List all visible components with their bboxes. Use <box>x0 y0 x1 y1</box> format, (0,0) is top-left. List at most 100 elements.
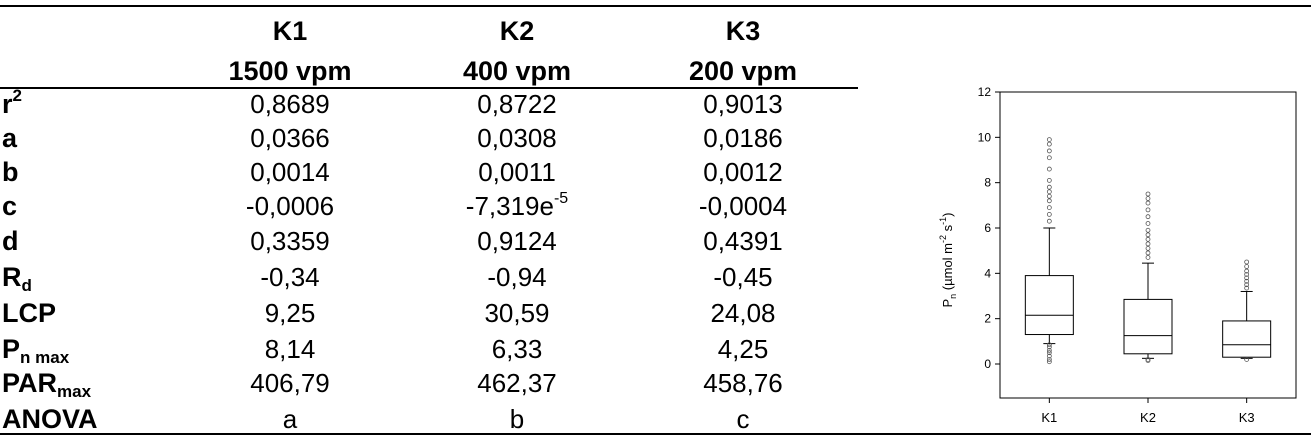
outlier-point <box>1046 198 1052 204</box>
box <box>1024 275 1074 336</box>
row-label-anova: ANOVA <box>2 404 98 434</box>
outlier-point <box>1046 357 1052 362</box>
y-tick-label: 8 <box>984 176 991 190</box>
plot-border <box>999 91 1297 399</box>
outlier-point <box>1145 255 1151 260</box>
table-cell: 0,9124 <box>477 226 557 256</box>
outlier-point <box>1046 347 1052 353</box>
table-cell: 0,0012 <box>703 157 783 187</box>
row-label-pnmax: Pn max <box>2 334 70 367</box>
boxplot-chart: 0 2 4 6 8 10 12 K1 K2 K3 Pn (µmol m-2 s-1) <box>938 85 1297 425</box>
outlier-point <box>1046 137 1052 142</box>
col-subheader-k1: 1500 vpm <box>228 56 352 86</box>
outlier-point <box>1145 214 1151 220</box>
header-rule <box>0 87 858 89</box>
outlier-point <box>1145 250 1151 256</box>
outlier-point <box>1145 196 1151 201</box>
bottom-rule <box>0 433 1311 435</box>
outlier-point <box>1145 207 1151 213</box>
outlier-point <box>1145 245 1151 251</box>
outlier-point <box>1046 141 1052 147</box>
row-label-d: d <box>2 226 19 256</box>
outlier-point <box>1046 166 1052 172</box>
outlier-point <box>1046 218 1052 224</box>
y-axis: 0 2 4 6 8 10 12 <box>978 85 1000 371</box>
x-tick-label: K3 <box>1239 410 1255 425</box>
table-cell: -0,34 <box>260 262 320 292</box>
outlier-point <box>1046 342 1052 348</box>
y-axis-label: Pn (µmol m-2 s-1) <box>938 212 958 307</box>
table-cell: 0,0186 <box>703 123 783 153</box>
outlier-point <box>1046 184 1052 190</box>
outlier-point <box>1046 344 1052 350</box>
table-cell: 0,8722 <box>477 89 557 119</box>
outlier-point <box>1145 232 1151 238</box>
table-cell: 0,8689 <box>250 89 330 119</box>
table-cell: 0,3359 <box>250 226 330 256</box>
table-cell: 8,14 <box>264 334 316 364</box>
table-cell: c <box>736 404 750 434</box>
outlier-point <box>1046 193 1052 199</box>
row-label-c: c <box>2 191 18 221</box>
y-tick-label: 12 <box>978 85 992 99</box>
table-cell: -0,0006 <box>245 191 335 221</box>
y-tick-label: 10 <box>978 130 992 144</box>
outlier-point <box>1145 241 1151 247</box>
y-tick-label: 0 <box>984 357 991 371</box>
box <box>1123 298 1173 355</box>
row-label-a: a <box>2 123 18 153</box>
col-header-k2: K2 <box>499 16 535 46</box>
outlier-point <box>1046 155 1052 161</box>
table-cell: 30,59 <box>484 298 550 328</box>
y-tick-label: 4 <box>984 266 991 280</box>
table-cell: 462,37 <box>477 368 557 398</box>
table-cell: -0,0004 <box>698 191 788 221</box>
outlier-point <box>1046 189 1052 195</box>
table-cell: 0,0308 <box>477 123 557 153</box>
table-cell: 406,79 <box>250 368 330 398</box>
outlier-point <box>1046 178 1052 183</box>
cell-exponent: -5 <box>553 190 569 207</box>
table-cell: 0,0366 <box>250 123 330 153</box>
top-rule <box>0 5 1311 7</box>
outlier-point <box>1046 359 1052 365</box>
outlier-point <box>1046 211 1052 217</box>
outlier-point <box>1244 272 1250 277</box>
outlier-point <box>1244 278 1250 284</box>
table-cell: b <box>509 404 525 434</box>
x-tick-label: K1 <box>1041 410 1057 425</box>
table-cell: 458,76 <box>703 368 783 398</box>
outlier-point <box>1244 357 1250 362</box>
boxes <box>1024 137 1272 365</box>
x-axis: K1 K2 K3 <box>1041 398 1255 425</box>
table-cell: 6,33 <box>491 334 543 364</box>
outlier-point <box>1244 268 1250 274</box>
col-header-k1: K1 <box>272 16 308 46</box>
row-label-b: b <box>2 157 19 187</box>
outlier-point <box>1145 357 1151 362</box>
outlier-point <box>1145 236 1151 242</box>
table-cell: a <box>282 404 298 434</box>
outlier-point <box>1244 259 1250 265</box>
plot-frame <box>999 91 1297 399</box>
table-cell: 4,25 <box>717 334 769 364</box>
table-cell: -7,319e-5 <box>417 189 617 223</box>
row-label-parmax: PARmax <box>2 368 92 401</box>
outlier-point <box>1046 205 1052 210</box>
row-label-r2: r2 <box>2 86 22 119</box>
row-label-lcp: LCP <box>2 298 56 328</box>
y-tick-label: 2 <box>984 312 991 326</box>
table-cell: 24,08 <box>710 298 776 328</box>
outlier-point <box>1145 200 1151 206</box>
outlier-point <box>1244 282 1250 288</box>
col-subheader-k2: 400 vpm <box>462 56 572 86</box>
outlier-point <box>1244 264 1250 269</box>
cell-value: -7,319e <box>465 191 554 221</box>
outlier-point <box>1046 353 1052 359</box>
col-header-k3: K3 <box>725 16 761 46</box>
outlier-point <box>1244 275 1250 281</box>
outlier-point <box>1145 221 1151 226</box>
box <box>1222 320 1272 358</box>
outlier-point <box>1046 350 1052 356</box>
table-cell: -0,45 <box>713 262 773 292</box>
